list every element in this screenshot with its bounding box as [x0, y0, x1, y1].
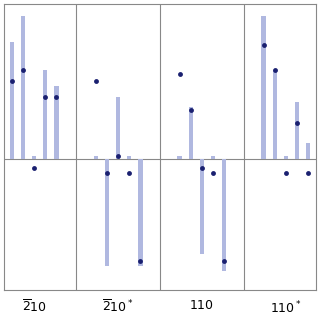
Bar	[200, 159, 204, 254]
Bar	[116, 97, 120, 159]
Bar	[54, 86, 59, 159]
Bar	[189, 107, 193, 159]
Bar	[127, 156, 131, 159]
Bar	[105, 159, 109, 266]
Bar	[222, 159, 227, 271]
Bar	[21, 16, 25, 159]
Bar	[306, 143, 310, 159]
Bar	[43, 69, 47, 159]
Bar	[261, 16, 266, 159]
Bar	[211, 156, 215, 159]
Bar	[93, 156, 98, 159]
Bar	[284, 156, 288, 159]
Bar	[273, 69, 277, 159]
Bar	[178, 156, 182, 159]
Bar	[295, 102, 299, 159]
Bar	[10, 42, 14, 159]
Bar	[32, 156, 36, 159]
Bar	[138, 159, 142, 266]
